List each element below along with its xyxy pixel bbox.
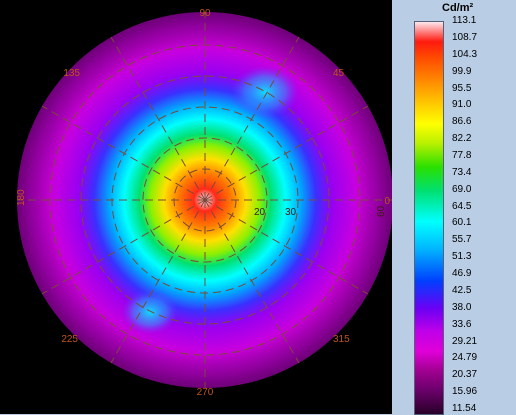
legend-value-label: 69.0: [452, 183, 472, 195]
legend-unit-label: Cd/m²: [442, 2, 474, 14]
radius-label-60: 60: [376, 205, 387, 217]
radius-labels: 20 30 60: [254, 205, 387, 218]
legend-value-label: 108.7: [452, 31, 478, 43]
legend-value-label: 95.5: [452, 82, 472, 94]
grid-spoke-30: [204, 105, 369, 201]
legend-value-label: 33.6: [452, 318, 472, 330]
angle-label-270: 270: [197, 387, 214, 398]
color-scale-bar: [414, 21, 444, 415]
legend-value-label: 38.0: [452, 301, 472, 313]
polar-grid: [17, 12, 392, 388]
legend-value-label: 82.2: [452, 133, 472, 145]
legend-value-label: 113.1: [452, 15, 477, 26]
grid-spoke-150: [41, 105, 206, 201]
legend-value-label: 42.5: [452, 284, 472, 296]
legend-value-label: 64.5: [452, 200, 472, 212]
angle-label-135: 135: [63, 68, 80, 79]
grid-spoke-210: [41, 199, 206, 295]
legend-value-label: 60.1: [452, 217, 472, 229]
legend-value-label: 24.79: [452, 352, 478, 364]
legend-value-label: 86.6: [452, 116, 472, 128]
angle-label-180: 180: [16, 189, 27, 206]
grid-spoke-300: [204, 199, 300, 364]
radius-label-20: 20: [254, 207, 266, 218]
grid-ring-2: [142, 137, 268, 263]
legend-value-label: 55.7: [452, 234, 472, 246]
legend-value-label: 73.4: [452, 166, 472, 178]
legend-value-label: 99.9: [452, 65, 472, 77]
legend-value-label: 91.0: [452, 99, 472, 111]
legend-value-label: 29.21: [452, 335, 478, 347]
angle-labels: 90 45 135 180 0 225 315 270: [16, 8, 390, 398]
legend-value-label: 46.9: [452, 268, 472, 279]
grid-spoke-330: [204, 199, 369, 295]
grid-spoke-60: [204, 36, 300, 201]
angle-label-315: 315: [333, 334, 350, 345]
legend-value-label: 11.54: [452, 403, 477, 414]
angle-label-0: 0: [384, 196, 390, 207]
legend-value-label: 77.8: [452, 150, 472, 161]
legend-value-label: 15.96: [452, 386, 478, 398]
legend-value-label: 104.3: [452, 48, 478, 60]
angle-label-225: 225: [61, 334, 78, 345]
color-scale-legend: Cd/m² 113.1 108.7 104.3 99.9 95.5 91.0 86.6 82.…: [398, 0, 516, 415]
grid-ring-5: [49, 44, 361, 356]
polar-plot-area: 90 45 135 180 0 225 315 270 20 30 60: [0, 0, 392, 414]
angle-label-45: 45: [333, 68, 345, 79]
radius-label-30: 30: [285, 207, 297, 218]
legend-value-label: 51.3: [452, 251, 472, 263]
legend-value-label: 20.37: [452, 369, 478, 381]
polar-luminance-plot: 90 45 135 180 0 225 315 270 20 30 60: [16, 8, 392, 398]
grid-spoke-240: [110, 199, 206, 364]
angle-label-90: 90: [199, 8, 211, 19]
grid-spoke-120: [110, 36, 206, 201]
